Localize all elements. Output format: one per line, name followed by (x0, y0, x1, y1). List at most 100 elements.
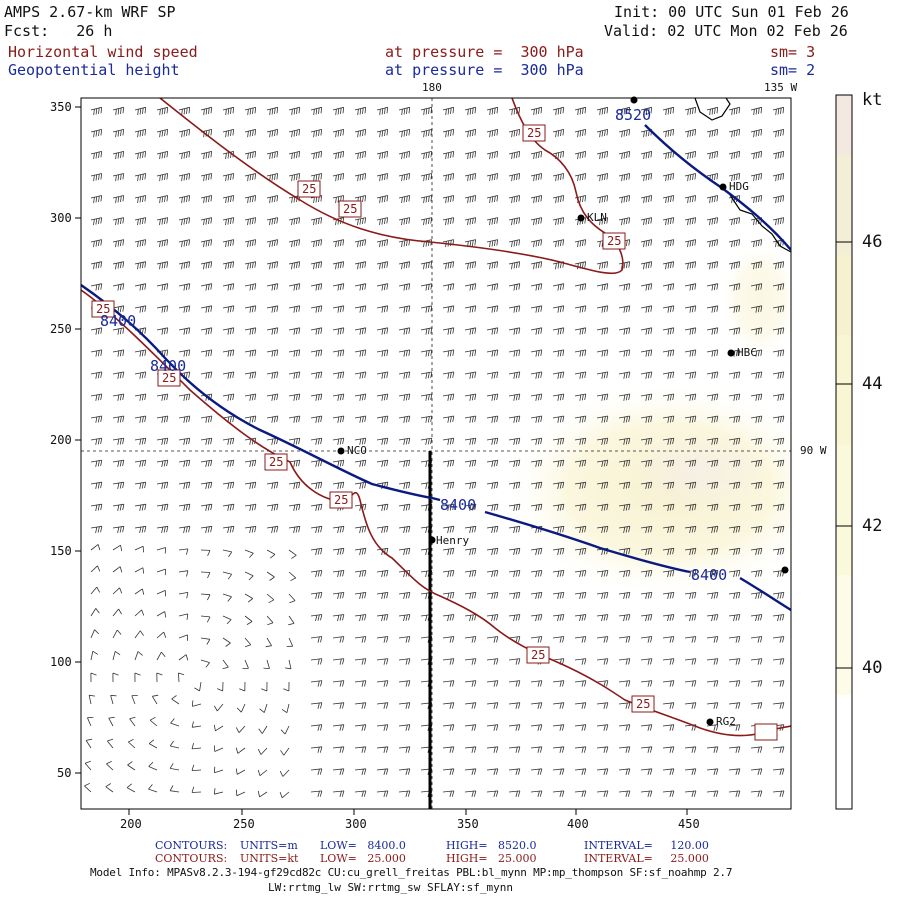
wind-barb (376, 327, 389, 335)
wind-barb (640, 283, 653, 291)
wind-barb (222, 549, 233, 558)
colorbar-tick-40: 40 (862, 658, 883, 678)
wind-barb (596, 702, 609, 709)
wind-barb (354, 393, 367, 401)
wind-barb (398, 239, 411, 248)
wind-barb (398, 393, 411, 401)
wind-barb (464, 173, 477, 182)
wind-barb (134, 106, 147, 116)
wind-barb (552, 415, 565, 423)
wind-barb (464, 481, 477, 489)
wind-barb (244, 349, 257, 357)
wind-barb (222, 217, 235, 226)
wind-barb (464, 592, 477, 599)
wind-barb (288, 305, 301, 313)
wind-barb (235, 768, 246, 775)
wind-barb (310, 371, 323, 379)
wind-barb (266, 239, 279, 248)
wind-barb (134, 195, 147, 204)
wind-barb (640, 195, 653, 204)
wind-barb (178, 195, 191, 204)
wind-barb (574, 746, 587, 753)
wind-barb (288, 261, 301, 270)
forecast-hour: Fcst: 26 h (4, 22, 113, 40)
wind-barb (574, 503, 587, 511)
wind-barb (376, 636, 389, 643)
wind-barb (398, 790, 411, 798)
wind-barb (728, 658, 741, 665)
wind-barb (200, 525, 213, 533)
wind-barb (684, 790, 697, 798)
wind-label-7: 25 (269, 455, 284, 469)
init-time: Init: 00 UTC Sun 01 Feb 26 (614, 3, 849, 21)
wind-barb (772, 790, 785, 798)
wind-barb (310, 746, 323, 753)
wind-barb (662, 680, 675, 687)
wind-barb (134, 609, 145, 617)
wind-barb (772, 106, 785, 116)
wind-barb (442, 371, 455, 379)
x-tick-350: 350 (457, 817, 479, 831)
wind-barb (156, 349, 169, 357)
wind-barb (486, 393, 499, 401)
wind-barb (178, 217, 191, 226)
wind-barb (376, 547, 389, 556)
wind-barb (508, 283, 521, 291)
wind-barb (420, 261, 433, 270)
wind-barb (280, 725, 290, 735)
wind-barb (376, 195, 389, 204)
wind-barb (772, 503, 785, 511)
wind-barb (178, 592, 189, 599)
wind-barb (134, 173, 147, 182)
wind-barb (288, 173, 301, 182)
wind-barb (112, 151, 125, 160)
wind-label-boxes (91, 124, 778, 741)
wind-barb (750, 173, 763, 182)
wind-barb (552, 503, 565, 511)
wind-barb (110, 694, 117, 705)
wind-barb (530, 636, 543, 643)
wind-barb (332, 371, 345, 379)
wind-barb (464, 261, 477, 270)
wind-barb (310, 106, 323, 116)
wind-barb (684, 547, 697, 556)
wind-barb (772, 349, 785, 357)
wind-barb (266, 106, 279, 116)
y-tick-50: 50 (57, 766, 72, 780)
contour2-interval: INTERVAL= 25.000 (584, 852, 709, 865)
wind-barb (178, 349, 191, 357)
wind-barb (596, 592, 609, 599)
meridian-180-label: 180 (422, 81, 442, 94)
wind-barb (244, 549, 254, 558)
wind-barb (728, 106, 741, 116)
wind-barb (552, 239, 565, 248)
wind-barb (112, 672, 119, 683)
wind-barb (464, 768, 477, 776)
wind-barb (662, 349, 675, 357)
wind-barb (90, 672, 97, 683)
wind-barb (244, 106, 257, 116)
field2-level: at pressure = 300 hPa (385, 61, 584, 79)
wind-barb (332, 614, 345, 622)
wind-barb (662, 636, 675, 643)
wind-barb (640, 217, 653, 226)
wind-barb (354, 239, 367, 248)
wind-barb (263, 659, 270, 669)
wind-barb (354, 636, 367, 643)
wind-barb (618, 680, 631, 687)
wind-barb (640, 481, 653, 489)
wind-barb (310, 503, 323, 511)
wind-barb (552, 459, 565, 467)
wind-barb (288, 151, 301, 160)
wind-barb (640, 393, 653, 401)
wind-barb (728, 261, 741, 270)
wind-barb (398, 525, 411, 533)
wind-barb (706, 217, 719, 226)
wind-barb (574, 173, 587, 182)
wind-barb (156, 217, 169, 226)
wind-barb (288, 327, 301, 335)
wind-barb (508, 503, 521, 511)
wind-barb (530, 283, 543, 291)
wind-barb (90, 650, 99, 661)
wind-barb (618, 702, 631, 709)
